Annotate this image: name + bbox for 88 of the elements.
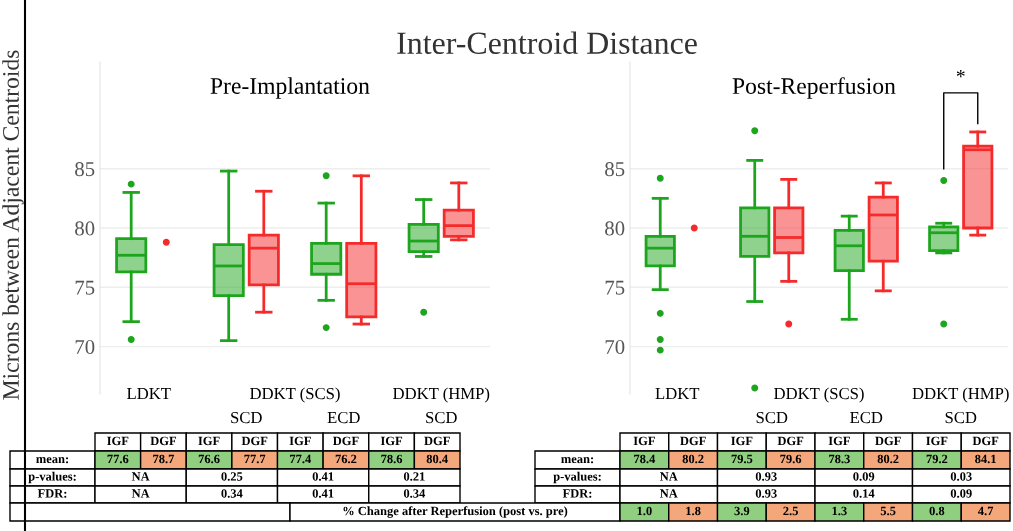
text: Post-Reperfusion <box>732 77 896 99</box>
text: 76.6 <box>198 454 220 464</box>
text: 0.25 <box>221 472 243 481</box>
annotation: DDKT (SCS) <box>774 387 864 403</box>
category-label: IGF <box>926 436 948 446</box>
text: 79.2 <box>926 454 948 464</box>
annotation: DDKT (HMP) <box>393 387 490 403</box>
category-label: DGF <box>972 436 999 446</box>
text: NA <box>659 489 678 498</box>
text: 0.8 <box>929 506 945 516</box>
text: 1.0 <box>637 506 652 516</box>
text: 0.93 <box>755 472 777 481</box>
x-tick-label: ECD <box>327 411 360 424</box>
x-tick-label: LDKT <box>127 388 171 400</box>
y-tick-label: 85 <box>75 162 95 177</box>
category-label: IGF <box>633 436 655 446</box>
category-label: mean: <box>36 457 69 464</box>
text: 1.8 <box>686 506 701 516</box>
category-label: DGF <box>424 436 450 446</box>
annotation: * <box>956 70 965 78</box>
text: 78.3 <box>829 454 850 464</box>
text: NA <box>131 489 150 498</box>
category-label: p-values: <box>28 471 76 484</box>
text: 80.2 <box>682 454 704 464</box>
category-label: p-values: <box>553 471 601 484</box>
text: 79.5 <box>731 454 753 464</box>
category-label: IGF <box>380 436 403 446</box>
y-tick-label: 75 <box>75 280 95 295</box>
text: 0.41 <box>312 489 334 498</box>
text: 79.6 <box>780 454 802 464</box>
text: NA <box>131 472 150 481</box>
x-tick-label: SCD <box>426 411 457 424</box>
category-label: FDR: <box>37 489 67 498</box>
x-tick-label: LDKT <box>655 388 700 400</box>
category-label: FDR: <box>562 489 592 498</box>
chart-title: Inter-Centroid Distance <box>397 31 697 54</box>
text: 76.2 <box>335 454 357 464</box>
category-label: IGF <box>107 436 129 446</box>
text: 80.2 <box>877 454 899 464</box>
text: 78.6 <box>381 454 403 464</box>
text: 0.93 <box>755 489 777 498</box>
y-tick-label: 75 <box>605 280 625 295</box>
category-label: DGF <box>875 436 901 446</box>
text: 80.4 <box>426 454 448 464</box>
category-label: mean: <box>561 457 594 464</box>
text: Pre-Implantation <box>210 77 370 99</box>
text: 0.03 <box>950 472 972 481</box>
category-label: DGF <box>241 436 268 446</box>
category-label: IGF <box>198 436 220 446</box>
text: 2.5 <box>783 506 798 516</box>
y-tick-label: 80 <box>605 221 625 236</box>
text: 78.7 <box>153 454 175 464</box>
category-label: IGF <box>731 436 753 446</box>
text: NA <box>659 472 678 481</box>
text: 0.14 <box>853 489 875 498</box>
y-tick-label: 70 <box>605 339 625 354</box>
y-tick-label: 70 <box>75 339 95 354</box>
text: 0.34 <box>403 489 426 498</box>
y-tick-label: 85 <box>605 162 625 177</box>
text: 78.4 <box>634 454 656 464</box>
text: 0.21 <box>403 472 425 481</box>
category-label: DGF <box>777 436 804 446</box>
category-label: % Change after Reperfusion (post vs. pre) <box>343 506 568 518</box>
x-tick-label: SCD <box>231 411 262 424</box>
text: 77.4 <box>290 454 312 464</box>
annotation: DDKT (HMP) <box>912 387 1009 403</box>
text: 3.9 <box>734 506 750 516</box>
x-tick-label: SCD <box>945 411 977 424</box>
text: 4.7 <box>977 506 994 516</box>
category-label: IGF <box>828 436 850 446</box>
category-label: DGF <box>332 436 359 446</box>
category-label: DGF <box>150 436 177 446</box>
annotation: DDKT (SCS) <box>250 387 340 403</box>
text: 1.3 <box>832 506 847 516</box>
y-tick-label: 80 <box>75 221 95 236</box>
x-tick-label: ECD <box>850 411 883 424</box>
category-label: DGF <box>680 436 706 446</box>
text: 0.41 <box>312 472 334 481</box>
text: 84.1 <box>975 454 996 464</box>
text: 77.6 <box>107 454 129 464</box>
y-axis-title: Microns between Adjacent Centroids <box>2 50 24 400</box>
text: 0.09 <box>853 472 875 481</box>
x-tick-label: SCD <box>756 411 788 424</box>
category-label: IGF <box>289 436 311 446</box>
text: 77.7 <box>244 454 266 464</box>
text: 5.5 <box>880 506 896 516</box>
text: 0.09 <box>950 489 972 498</box>
text: 0.34 <box>221 489 243 498</box>
